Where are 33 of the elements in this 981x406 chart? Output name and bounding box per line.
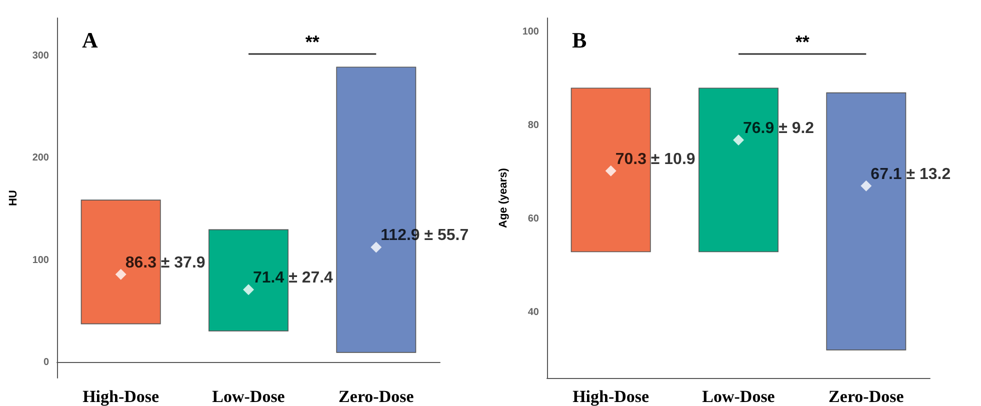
data-label: 70.3 ± 10.9 xyxy=(615,150,696,168)
x-tick-label: Low-Dose xyxy=(212,387,286,406)
y-axis-title: Age (years) xyxy=(498,168,510,228)
point xyxy=(115,268,126,280)
point xyxy=(860,180,872,192)
data-label: 67.1 ± 13.2 xyxy=(870,166,951,183)
bar xyxy=(208,229,288,332)
annotation: ** xyxy=(305,32,320,52)
y-tick-label: 0 xyxy=(43,357,50,368)
data-label: 86.3 ± 37.9 xyxy=(125,254,206,272)
point xyxy=(605,165,616,176)
x-tick-label: High-Dose xyxy=(82,387,160,406)
point xyxy=(733,134,744,146)
x-tick-label: Zero-Dose xyxy=(338,387,414,406)
chart-title: B xyxy=(572,28,587,52)
x-tick-label: High-Dose xyxy=(572,387,650,406)
y-tick-label: 100 xyxy=(32,254,50,266)
point xyxy=(370,242,382,253)
y-tick-label: 60 xyxy=(528,214,540,225)
y-tick-label: 80 xyxy=(528,120,540,132)
y-tick-label: 300 xyxy=(32,50,50,62)
point xyxy=(243,284,254,296)
y-tick-label: 40 xyxy=(528,307,540,318)
y-tick-label: 200 xyxy=(32,152,50,164)
y-tick-label: 100 xyxy=(522,26,540,38)
data-label: 76.9 ± 9.2 xyxy=(743,120,814,138)
x-tick-label: Zero-Dose xyxy=(828,387,904,406)
bar xyxy=(80,200,161,324)
x-tick-label: Low-Dose xyxy=(702,387,776,406)
chart-title: A xyxy=(82,28,98,52)
annotation: ** xyxy=(795,32,810,52)
data-label: 71.4 ± 27.4 xyxy=(253,270,334,287)
y-axis-title: HU xyxy=(8,190,20,206)
